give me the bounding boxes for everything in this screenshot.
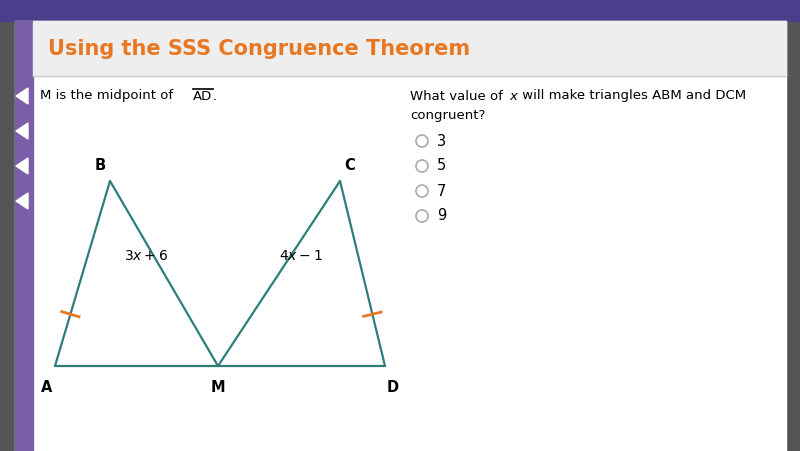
Text: 7: 7 [437,184,446,198]
Polygon shape [16,88,28,104]
Text: $4x-1$: $4x-1$ [279,249,323,262]
Text: 3: 3 [437,133,446,148]
Text: D: D [387,380,399,395]
Text: congruent?: congruent? [410,110,486,123]
Text: x: x [509,89,517,102]
Text: C: C [345,158,355,173]
Polygon shape [16,123,28,139]
Text: What value of: What value of [410,89,507,102]
Text: Using the SSS Congruence Theorem: Using the SSS Congruence Theorem [48,39,470,59]
Text: $3x+6$: $3x+6$ [124,249,168,262]
Text: 9: 9 [437,208,446,224]
Text: M is the midpoint of: M is the midpoint of [40,89,178,102]
Text: A: A [42,380,53,395]
Bar [15,21,33,451]
Polygon shape [16,158,28,174]
Bar [33,21,786,76]
Bar [0,0,800,21]
Text: 5: 5 [437,158,446,174]
Text: .: . [213,89,217,102]
Text: AD: AD [193,89,212,102]
Text: M: M [210,380,226,395]
Text: B: B [94,158,106,173]
Polygon shape [16,193,28,209]
Text: will make triangles ABM and DCM: will make triangles ABM and DCM [518,89,746,102]
